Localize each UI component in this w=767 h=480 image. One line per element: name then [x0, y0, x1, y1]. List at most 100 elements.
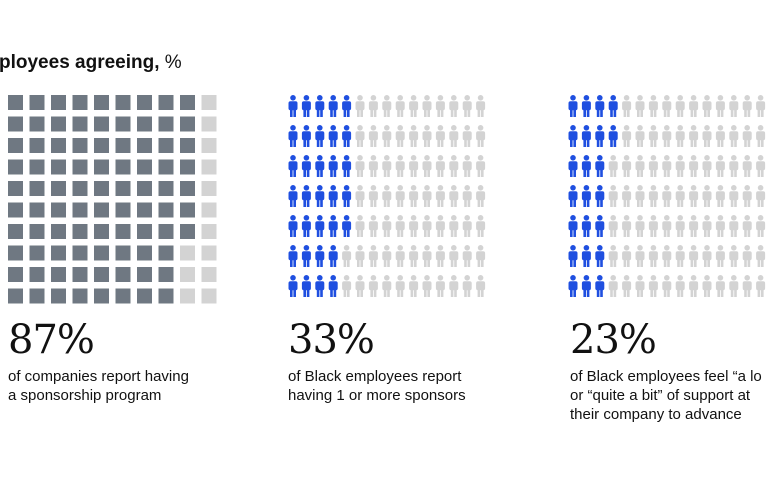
- person-icon-filled: [595, 155, 605, 177]
- waffle-square-filled: [8, 159, 23, 175]
- heading-bold-text: ployees agreeing,: [0, 52, 160, 73]
- waffle-square-filled: [8, 288, 23, 304]
- person-icon-empty: [422, 215, 432, 237]
- person-icon-empty: [422, 125, 432, 147]
- waffle-square-filled: [72, 181, 88, 196]
- person-icon-empty: [742, 155, 752, 177]
- person-icon-empty: [342, 275, 352, 297]
- waffle-square-filled: [115, 288, 131, 304]
- waffle-square-filled: [137, 116, 152, 132]
- waffle-square-empty: [180, 267, 195, 282]
- person-icon-empty: [675, 125, 685, 147]
- person-icon-empty: [715, 275, 725, 297]
- person-icon-empty: [395, 155, 405, 177]
- person-icon-empty: [662, 245, 672, 267]
- person-icon-empty: [476, 245, 486, 267]
- waffle-square-filled: [180, 95, 195, 110]
- person-icon-filled: [288, 125, 298, 147]
- person-icon-empty: [635, 245, 645, 267]
- person-icon-empty: [409, 185, 419, 207]
- person-icon-empty: [662, 215, 672, 237]
- person-icon-filled: [608, 95, 618, 117]
- waffle-square-filled: [8, 267, 23, 282]
- person-icon-empty: [622, 155, 632, 177]
- waffle-square-filled: [72, 267, 88, 282]
- person-icon-empty: [422, 155, 432, 177]
- waffle-square-filled: [94, 138, 109, 153]
- waffle-square-filled: [29, 181, 45, 196]
- waffle-square-empty: [201, 95, 217, 110]
- person-icon-filled: [568, 155, 578, 177]
- person-icon-empty: [409, 95, 419, 117]
- person-icon-empty: [742, 95, 752, 117]
- waffle-squares-chart: [8, 95, 217, 304]
- person-icon-filled: [342, 125, 352, 147]
- person-icon-filled: [315, 215, 325, 237]
- waffle-square-filled: [51, 159, 66, 175]
- person-icon-empty: [635, 125, 645, 147]
- person-icon-empty: [435, 215, 445, 237]
- person-icon-empty: [355, 275, 365, 297]
- person-icon-empty: [675, 215, 685, 237]
- person-icon-empty: [422, 95, 432, 117]
- heading-unit-text: %: [159, 52, 182, 73]
- person-icon-filled: [342, 215, 352, 237]
- person-icon-empty: [476, 125, 486, 147]
- person-icon-filled: [595, 185, 605, 207]
- waffle-square-empty: [201, 138, 217, 153]
- person-icon-empty: [342, 245, 352, 267]
- person-icon-empty: [382, 245, 392, 267]
- person-icon-filled: [581, 275, 591, 297]
- person-icon-empty: [422, 245, 432, 267]
- person-icon-empty: [635, 155, 645, 177]
- person-icon-empty: [742, 275, 752, 297]
- waffle-square-filled: [115, 267, 131, 282]
- person-icon-empty: [355, 125, 365, 147]
- person-icon-empty: [756, 95, 766, 117]
- person-icon-empty: [729, 155, 739, 177]
- person-icon-empty: [756, 125, 766, 147]
- person-icon-empty: [742, 215, 752, 237]
- person-icon-empty: [368, 155, 378, 177]
- person-icon-empty: [462, 125, 472, 147]
- person-icon-empty: [715, 185, 725, 207]
- waffle-square-filled: [158, 224, 174, 239]
- person-icon-filled: [315, 125, 325, 147]
- person-icon-empty: [648, 155, 658, 177]
- person-icon-empty: [409, 155, 419, 177]
- person-icon-empty: [382, 275, 392, 297]
- person-icon-empty: [355, 245, 365, 267]
- person-icon-filled: [315, 155, 325, 177]
- person-icon-empty: [675, 95, 685, 117]
- waffle-square-filled: [180, 181, 195, 196]
- person-icon-filled: [568, 215, 578, 237]
- person-icon-filled: [568, 95, 578, 117]
- person-icon-filled: [581, 215, 591, 237]
- waffle-square-filled: [158, 159, 174, 175]
- waffle-square-filled: [94, 116, 109, 132]
- waffle-square-filled: [158, 288, 174, 304]
- waffle-square-filled: [137, 159, 152, 175]
- person-icon-empty: [608, 245, 618, 267]
- person-icon-empty: [715, 155, 725, 177]
- waffle-square-filled: [94, 202, 109, 218]
- person-icon-filled: [595, 215, 605, 237]
- person-icon-filled: [581, 95, 591, 117]
- waffle-square-filled: [72, 116, 88, 132]
- person-icon-empty: [729, 245, 739, 267]
- caption-line: of Black employees feel “a lo: [570, 368, 762, 385]
- person-icon-filled: [568, 245, 578, 267]
- person-icon-empty: [756, 215, 766, 237]
- waffle-square-filled: [51, 267, 66, 282]
- person-icon-empty: [756, 185, 766, 207]
- person-icon-empty: [449, 185, 459, 207]
- person-icon-empty: [368, 275, 378, 297]
- waffle-square-filled: [29, 202, 45, 218]
- person-icon-empty: [476, 275, 486, 297]
- waffle-square-filled: [29, 288, 45, 304]
- person-icon-empty: [675, 185, 685, 207]
- person-icon-filled: [288, 95, 298, 117]
- person-icon-filled: [328, 125, 338, 147]
- waffle-square-filled: [180, 224, 195, 239]
- person-icon-empty: [462, 155, 472, 177]
